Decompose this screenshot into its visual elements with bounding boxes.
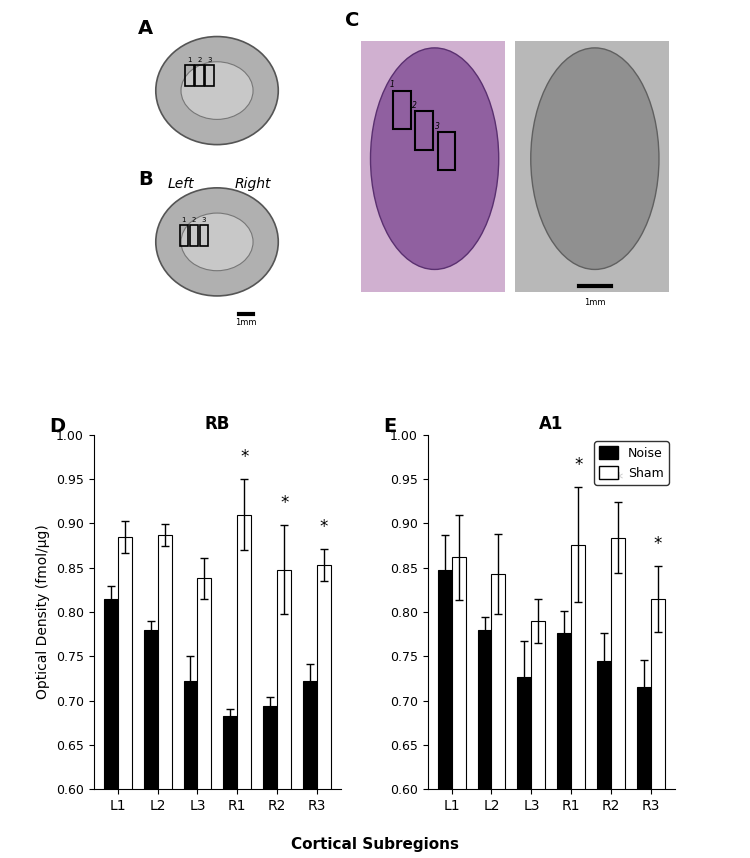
Bar <box>637 686 651 858</box>
Bar <box>611 538 626 858</box>
Bar <box>303 681 317 858</box>
Text: *: * <box>654 535 662 553</box>
Bar <box>393 91 410 130</box>
Bar <box>597 661 611 858</box>
Legend: Noise, Sham: Noise, Sham <box>594 441 669 485</box>
Bar <box>179 225 188 246</box>
Ellipse shape <box>531 48 659 269</box>
Title: A1: A1 <box>539 415 563 433</box>
Bar <box>196 64 204 87</box>
Text: Cortical Subregions: Cortical Subregions <box>291 837 459 852</box>
Bar <box>278 570 291 858</box>
Text: *: * <box>280 494 289 512</box>
Bar <box>224 716 237 858</box>
Text: A: A <box>138 19 153 38</box>
Bar <box>557 633 572 858</box>
Bar <box>158 535 172 858</box>
Ellipse shape <box>156 37 278 145</box>
Text: Right: Right <box>235 177 272 191</box>
Text: 1: 1 <box>182 217 186 223</box>
Text: D: D <box>50 417 65 436</box>
Bar <box>532 621 545 858</box>
Bar <box>438 132 455 171</box>
Text: *: * <box>614 471 622 489</box>
Bar <box>651 599 665 858</box>
Bar <box>263 706 278 858</box>
Text: *: * <box>240 448 248 466</box>
Bar <box>491 574 506 858</box>
Bar <box>143 630 158 858</box>
Bar <box>184 681 197 858</box>
Bar <box>317 565 331 858</box>
Bar <box>452 557 466 858</box>
Bar <box>185 64 194 87</box>
Bar <box>518 677 532 858</box>
Text: 3: 3 <box>208 57 212 63</box>
Text: *: * <box>320 518 328 536</box>
Text: C: C <box>345 11 359 30</box>
Bar <box>572 545 585 858</box>
Text: 2: 2 <box>197 57 202 63</box>
Text: 2: 2 <box>413 101 417 110</box>
Text: *: * <box>574 456 583 474</box>
Ellipse shape <box>181 62 253 119</box>
Text: 2: 2 <box>192 217 196 223</box>
Text: 1: 1 <box>390 81 394 89</box>
Text: 1mm: 1mm <box>584 298 605 306</box>
Text: 3: 3 <box>434 122 439 130</box>
Ellipse shape <box>370 48 499 269</box>
Y-axis label: Optical Density (fmol/μg): Optical Density (fmol/μg) <box>37 525 50 699</box>
Bar <box>190 225 198 246</box>
Text: 1: 1 <box>188 57 192 63</box>
Bar <box>118 537 132 858</box>
Bar <box>478 630 491 858</box>
Text: B: B <box>138 170 152 189</box>
Bar <box>237 515 251 858</box>
Text: E: E <box>383 417 397 436</box>
Bar <box>200 225 208 246</box>
Ellipse shape <box>181 213 253 271</box>
Text: 1mm: 1mm <box>235 318 256 327</box>
Bar <box>361 40 505 292</box>
Bar <box>206 64 214 87</box>
Bar <box>104 599 118 858</box>
Bar <box>416 112 433 150</box>
Ellipse shape <box>156 188 278 296</box>
Title: RB: RB <box>205 415 230 433</box>
Bar <box>514 40 668 292</box>
Text: Left: Left <box>168 177 194 191</box>
Bar <box>197 578 211 858</box>
Bar <box>438 571 452 858</box>
Text: 3: 3 <box>202 217 206 223</box>
